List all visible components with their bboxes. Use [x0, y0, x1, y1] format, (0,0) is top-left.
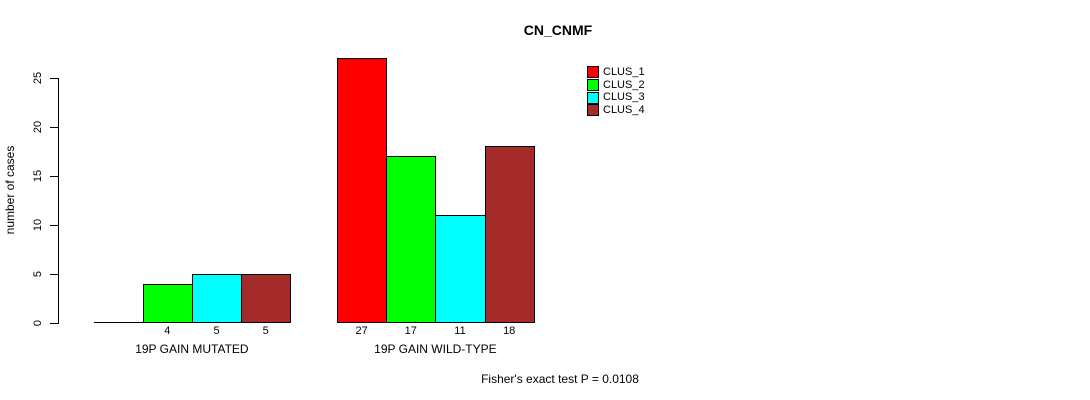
legend: CLUS_1 CLUS_2 CLUS_3 CLUS_4	[587, 66, 645, 117]
bar-value-label: 18	[503, 325, 516, 337]
legend-item-clus_3: CLUS_3	[587, 91, 645, 104]
bar-clus_1-zero	[93, 322, 144, 323]
bar-clus_3	[435, 215, 486, 323]
bar-value-label: 17	[404, 325, 417, 337]
y-tick-label: 20	[32, 120, 44, 133]
legend-swatch-clus_4	[587, 104, 599, 117]
bar-value-label: 4	[164, 325, 171, 337]
legend-swatch-clus_3	[587, 91, 599, 104]
bar-value-label: 5	[262, 325, 269, 337]
y-tick	[50, 273, 58, 275]
y-tick	[50, 224, 58, 226]
bar-value-label: 11	[454, 325, 466, 337]
bar-clus_2	[386, 156, 437, 323]
chart-title: CN_CNMF	[523, 22, 593, 38]
y-axis-line	[58, 77, 59, 324]
legend-label: CLUS_1	[603, 65, 645, 78]
bar-clus_4	[484, 146, 535, 323]
legend-label: CLUS_2	[603, 78, 645, 91]
category-label: 19P GAIN WILD-TYPE	[374, 342, 497, 356]
y-tick	[50, 126, 58, 128]
legend-item-clus_1: CLUS_1	[587, 66, 645, 79]
fisher-test-caption: Fisher's exact test P = 0.0108	[481, 372, 639, 386]
y-tick-label: 5	[32, 270, 44, 277]
category-label: 19P GAIN MUTATED	[135, 342, 249, 356]
legend-item-clus_4: CLUS_4	[587, 104, 645, 117]
y-tick-label: 10	[32, 218, 44, 231]
y-tick	[50, 77, 58, 79]
y-axis-label: number of cases	[3, 145, 17, 235]
bar-clus_1	[337, 57, 388, 323]
legend-item-clus_2: CLUS_2	[587, 79, 645, 92]
y-tick-label: 0	[32, 319, 44, 327]
y-tick	[50, 323, 58, 324]
legend-label: CLUS_4	[603, 103, 645, 116]
bar-value-label: 27	[355, 325, 368, 337]
y-tick-label: 15	[32, 169, 44, 182]
legend-swatch-clus_2	[587, 79, 599, 92]
y-tick-label: 25	[32, 71, 44, 84]
bar-clus_4	[241, 273, 292, 323]
bar-clus_3	[191, 273, 243, 323]
legend-label: CLUS_3	[603, 91, 645, 104]
bar-value-label: 5	[213, 325, 220, 337]
bar-clus_2	[142, 283, 193, 323]
legend-swatch-clus_1	[587, 66, 599, 79]
y-tick	[50, 175, 58, 177]
